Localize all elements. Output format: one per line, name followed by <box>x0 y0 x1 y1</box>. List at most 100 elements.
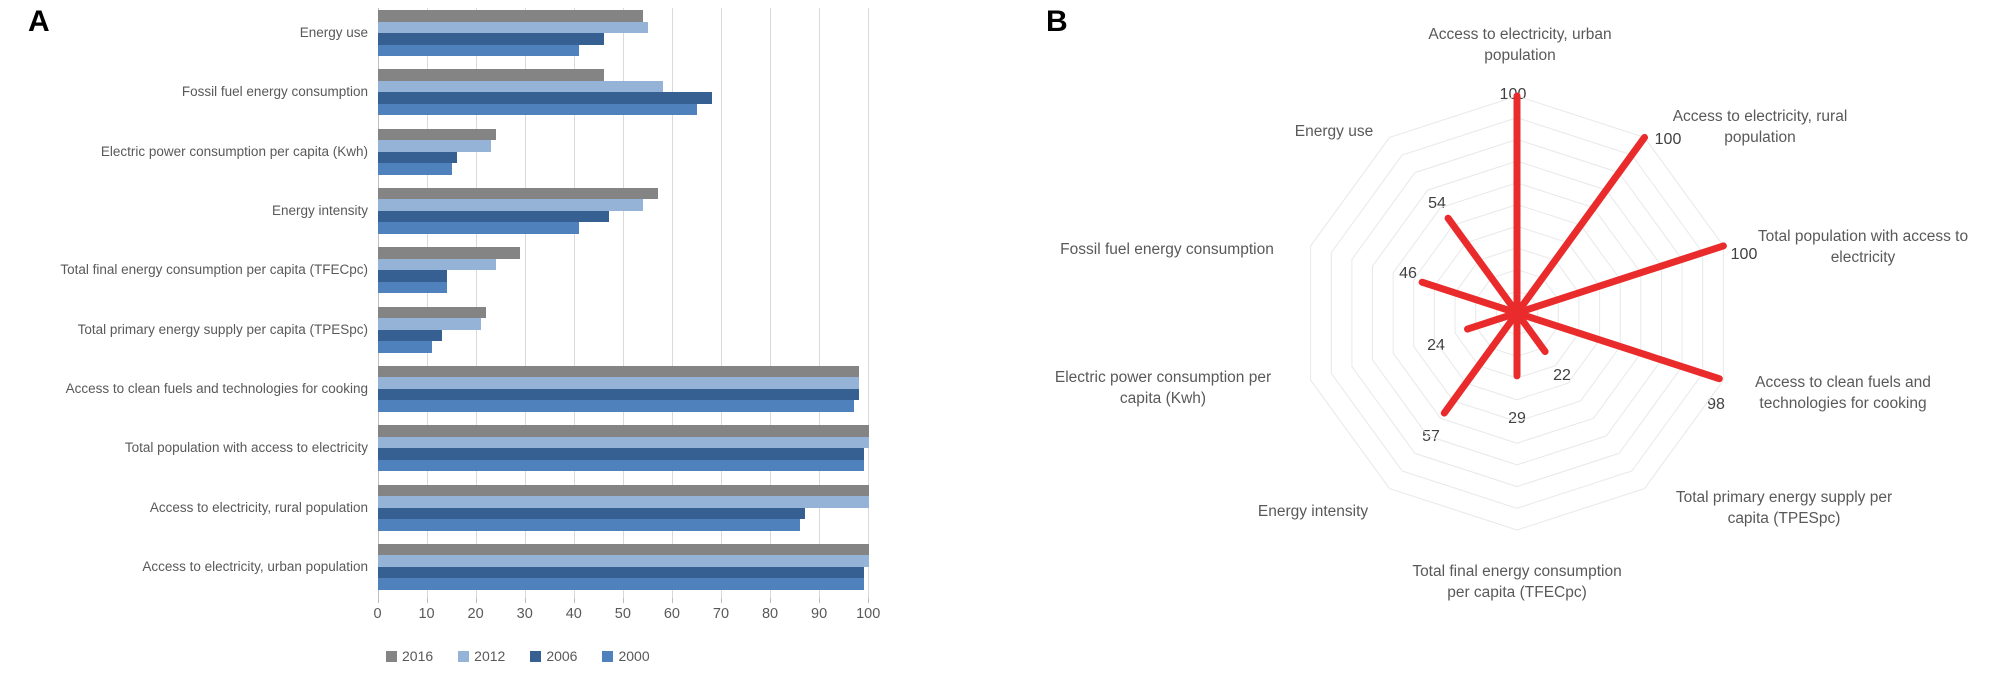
gridline <box>622 8 624 598</box>
axis-tick-label: 70 <box>712 606 730 622</box>
gridline <box>720 8 722 598</box>
panel-a-label: A <box>28 5 50 38</box>
gridline <box>524 8 526 598</box>
legend-swatch-2016 <box>386 650 397 662</box>
bar-2012 <box>378 318 482 330</box>
radar-spoke <box>1513 133 1648 317</box>
bar-2006 <box>378 566 864 579</box>
radar-axis-label: Access to electricity, urban population <box>1428 26 1612 64</box>
legend-label-2000: 2000 <box>618 648 650 664</box>
legend-swatch-2006 <box>530 650 542 662</box>
radar-ring <box>1330 117 1704 509</box>
axis-tick-label: 40 <box>565 606 582 622</box>
bar-2012 <box>378 140 491 152</box>
radar-ring <box>1475 269 1559 357</box>
bar-2012 <box>378 199 643 211</box>
radar-value-label: 46 <box>1399 265 1417 282</box>
gridline <box>770 8 772 598</box>
value-axis-line <box>377 8 379 598</box>
bar-2012 <box>378 21 648 33</box>
bar-2012 <box>378 496 869 508</box>
radar-value-label: 100 <box>1499 86 1527 103</box>
axis-tick <box>377 598 379 603</box>
category-label: Energy use <box>299 25 368 40</box>
radar-value-label: 57 <box>1422 428 1440 445</box>
axis-tick <box>720 598 722 603</box>
radar-axis-label: Fossil fuel energy consumption <box>1060 241 1274 258</box>
legend-swatch-2012 <box>458 650 470 662</box>
bar-2006 <box>378 151 457 164</box>
gridline <box>426 8 428 598</box>
radar-axis-label: Electric power consumption per capita (K… <box>1054 369 1272 407</box>
bar-2000 <box>378 44 580 56</box>
radar-spoke <box>1440 309 1521 417</box>
axis-tick <box>671 598 673 603</box>
bar-2012 <box>378 80 663 93</box>
category-label: Fossil fuel energy consumption <box>181 84 368 100</box>
bar-2006 <box>378 448 864 460</box>
axis-tick-label: 80 <box>761 606 779 622</box>
category-label: Access to clean fuels and technologies f… <box>65 380 368 396</box>
bar-2016 <box>378 484 869 497</box>
radar-ring <box>1413 203 1621 423</box>
bar-2000 <box>378 578 864 590</box>
panel-b-label: B <box>1046 5 1068 38</box>
bar-2016 <box>378 187 658 200</box>
axis-tick-label: 90 <box>811 606 828 622</box>
bar-2006 <box>378 92 712 104</box>
legend-item-2016: 2016 <box>386 648 433 664</box>
legend-label-2012: 2012 <box>474 648 506 664</box>
bar-2000 <box>378 281 447 294</box>
axis-tick <box>622 598 624 603</box>
axis-tick-label: 20 <box>467 606 484 622</box>
axis-tick-label: 60 <box>663 606 680 622</box>
radar-spoke <box>1418 278 1521 317</box>
bar-2006 <box>378 388 859 401</box>
legend-item-2000: 2000 <box>602 648 650 664</box>
bar-2000 <box>378 222 580 234</box>
radar-ring <box>1433 225 1601 401</box>
axis-tick-label: 0 <box>373 606 382 622</box>
axis-tick-label: 50 <box>614 606 631 622</box>
radar-axis-label: Total primary energy supply per capita (… <box>1675 489 1893 527</box>
bar-2016 <box>378 306 486 319</box>
radar-spoke <box>1513 242 1727 317</box>
bar-2016 <box>378 425 869 437</box>
bar-2000 <box>378 459 864 472</box>
radar-value-label: 24 <box>1427 337 1445 354</box>
bar-2000 <box>378 400 854 412</box>
bar-2006 <box>378 210 609 223</box>
gridline <box>475 8 477 598</box>
radar-ring <box>1310 95 1724 531</box>
axis-tick-label: 100 <box>856 606 881 622</box>
bar-2000 <box>378 163 452 175</box>
category-label: Total final energy consumption per capit… <box>60 262 368 278</box>
gridline <box>671 8 673 598</box>
radar-ring <box>1392 182 1642 444</box>
bar-2016 <box>378 365 859 378</box>
radar-ring <box>1351 138 1683 488</box>
radar-value-label: 100 <box>1654 131 1682 148</box>
bar-2016 <box>378 128 496 141</box>
category-label: Total primary energy supply per capita (… <box>77 321 368 337</box>
bar-2016 <box>378 247 521 259</box>
radar-spoke <box>1513 309 1549 356</box>
radar-spoke <box>1513 309 1723 383</box>
radar-axis-label: Energy use <box>1294 123 1374 140</box>
axis-tick-label: 10 <box>418 606 435 622</box>
radar-value-label: 100 <box>1730 246 1758 263</box>
radar-axis-label: Access to clean fuels and technologies f… <box>1755 374 1931 412</box>
bar-2012 <box>378 377 859 389</box>
bar-2016 <box>378 69 604 81</box>
axis-tick <box>868 598 870 603</box>
radar-ring <box>1495 290 1539 336</box>
legend-item-2006: 2006 <box>530 648 577 664</box>
legend-item-2012: 2012 <box>458 648 505 664</box>
axis-tick <box>573 598 575 603</box>
category-label: Energy intensity <box>271 202 368 218</box>
bar-2016 <box>378 10 643 22</box>
axis-tick <box>426 598 428 603</box>
radar-axis-label: Energy intensity <box>1257 503 1369 520</box>
radar-value-label: 22 <box>1553 367 1571 384</box>
